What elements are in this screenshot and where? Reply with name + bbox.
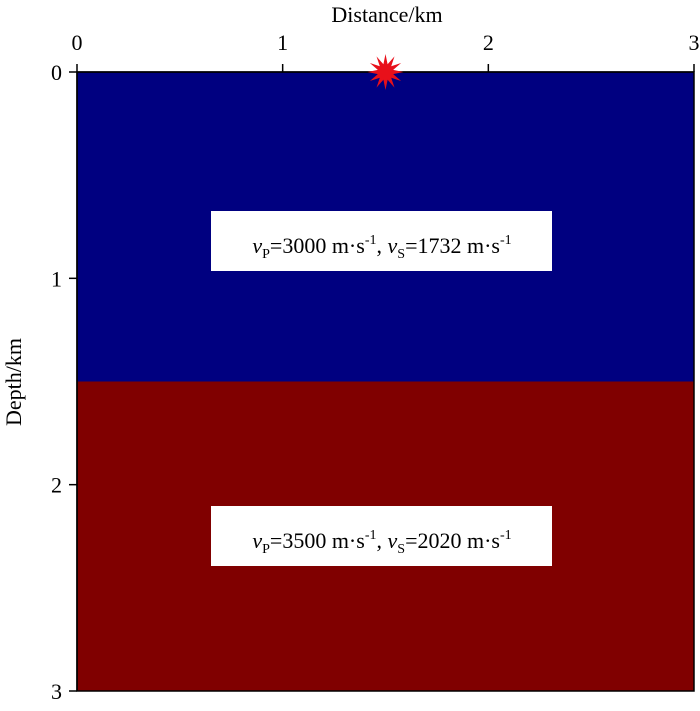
y-tick-label: 2 [51, 473, 62, 498]
y-tick-label: 1 [51, 266, 62, 291]
lower-layer-velocity-label: vP=3500 m·s-1, vS=2020 m·s-1 [211, 506, 552, 566]
vp-subscript: P [262, 542, 270, 557]
vp-value: =3500 m·s [270, 528, 365, 553]
label-background [211, 506, 552, 566]
vs-symbol: v [388, 528, 398, 553]
vp-exponent: -1 [365, 528, 377, 543]
source-star-burst-icon [367, 54, 404, 90]
vp-symbol: v [252, 233, 262, 258]
y-axis-ticks: 0 1 2 3 [51, 60, 77, 704]
vs-subscript: S [397, 247, 405, 262]
x-axis-ticks: 0 1 2 3 [72, 30, 700, 72]
vs-exponent: -1 [500, 528, 512, 543]
x-tick-label: 0 [72, 30, 83, 55]
upper-layer-velocity-label: vP=3000 m·s-1, vS=1732 m·s-1 [211, 211, 552, 271]
vp-exponent: -1 [365, 233, 377, 248]
vs-exponent: -1 [500, 233, 512, 248]
vp-value: =3000 m·s [270, 233, 365, 258]
label-background [211, 211, 552, 271]
y-tick-label: 3 [51, 679, 62, 704]
x-tick-label: 2 [483, 30, 494, 55]
vp-symbol: v [252, 528, 262, 553]
vs-value: =1732 m·s [405, 233, 500, 258]
vs-value: =2020 m·s [405, 528, 500, 553]
velocity-text: vP=3000 m·s-1, vS=1732 m·s-1 [252, 233, 511, 262]
vp-subscript: P [262, 247, 270, 262]
y-axis-title: Depth/km [1, 338, 26, 426]
x-tick-label: 1 [277, 30, 288, 55]
separator: , [377, 233, 388, 258]
velocity-text: vP=3500 m·s-1, vS=2020 m·s-1 [252, 528, 511, 557]
x-tick-label: 3 [689, 30, 700, 55]
vs-subscript: S [397, 542, 405, 557]
separator: , [377, 528, 388, 553]
x-axis-title: Distance/km [331, 2, 442, 27]
y-tick-label: 0 [51, 60, 62, 85]
vs-symbol: v [388, 233, 398, 258]
